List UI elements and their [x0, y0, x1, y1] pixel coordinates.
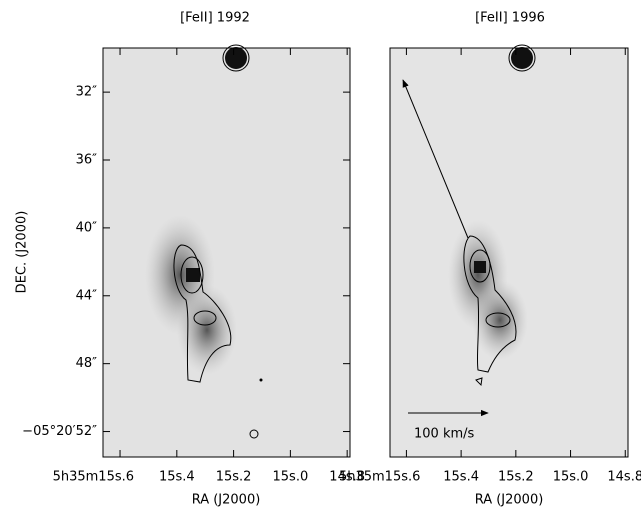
- emission: [472, 280, 528, 360]
- contour: [180, 256, 204, 294]
- y-tick-label: 48″: [76, 356, 98, 371]
- x-tick-label: 14s.8: [329, 470, 365, 485]
- x-tick-label: 5h35m15s.6: [53, 470, 134, 485]
- star: [225, 47, 247, 69]
- panel-title: [FeII] 1992: [180, 11, 250, 26]
- motion-arrow: [402, 79, 469, 239]
- contour: [222, 44, 250, 72]
- contour: [463, 235, 517, 373]
- scale-label: 100 km/s: [414, 427, 475, 442]
- x-tick-label: 15s.2: [498, 470, 534, 485]
- peak: [474, 261, 486, 273]
- x-tick-label: 15s.4: [443, 470, 479, 485]
- contour: [508, 44, 536, 72]
- contour: [249, 429, 259, 439]
- image-1996: 100 km/s: [389, 44, 629, 458]
- panel-frame: [389, 47, 629, 458]
- x-tick-label: 14s.8: [607, 470, 641, 485]
- y-tick-label: −05°20′52″: [22, 424, 97, 439]
- peak: [186, 268, 200, 282]
- contour: [173, 244, 232, 383]
- star: [511, 47, 533, 69]
- x-tick-label: 15s.4: [159, 470, 195, 485]
- image-background: [390, 48, 628, 457]
- x-tick-label: 5h35m15s.6: [339, 470, 420, 485]
- y-axis-label: DEC. (J2000): [15, 211, 30, 294]
- x-axis-label: RA (J2000): [192, 493, 261, 508]
- point: [259, 378, 263, 382]
- x-tick-label: 15s.0: [273, 470, 309, 485]
- y-tick-label: 32″: [76, 85, 98, 100]
- image-1992: [102, 44, 351, 458]
- x-axis-label: RA (J2000): [475, 493, 544, 508]
- contour: [193, 310, 217, 326]
- emission: [177, 285, 237, 375]
- panel-title: [FeII] 1996: [475, 11, 545, 26]
- y-tick-label: 36″: [76, 153, 98, 168]
- x-tick-label: 15s.2: [216, 470, 252, 485]
- contour: [485, 312, 511, 328]
- contour: [469, 249, 491, 283]
- image-background: [103, 48, 350, 457]
- x-tick-label: 15s.0: [553, 470, 589, 485]
- panel-frame: [102, 47, 351, 458]
- contour: [475, 377, 483, 387]
- y-tick-label: 40″: [76, 220, 98, 235]
- y-tick-label: 44″: [76, 288, 98, 303]
